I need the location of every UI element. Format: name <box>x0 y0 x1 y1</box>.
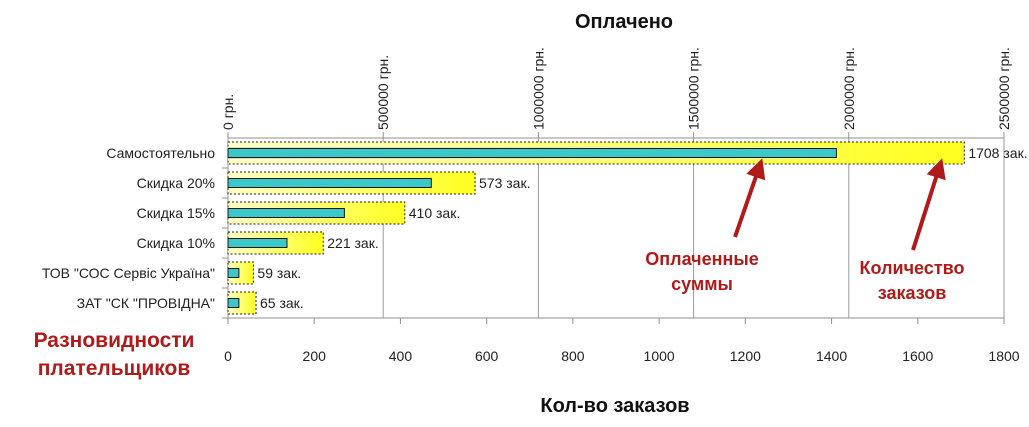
top-tick-label: 0 грн. <box>220 94 236 130</box>
category-label: Скидка 20% <box>137 175 215 191</box>
category-label: ТОВ "СОС Сервіс Україна" <box>42 265 215 281</box>
bottom-axis: 0 200 400 600 800 1000 1200 1400 1600 1800 <box>224 318 1020 364</box>
data-label: 410 зак. <box>409 205 460 221</box>
order-count-annotation-line-1: Количество <box>860 258 965 278</box>
bottom-tick-label: 0 <box>224 348 232 364</box>
paid-sum-bar <box>227 178 432 188</box>
data-label: 573 зак. <box>479 175 530 191</box>
top-axis: 0 грн. 500000 грн. 1000000 грн. 1500000 грн… <box>220 47 1012 138</box>
paid-sum-bar <box>227 298 240 308</box>
category-label: ЗАТ "СК "ПРОВІДНА" <box>77 295 215 311</box>
bottom-tick-label: 1600 <box>902 348 933 364</box>
top-tick-label: 2000000 грн. <box>841 47 857 130</box>
bottom-tick-label: 1000 <box>644 348 675 364</box>
bottom-tick-label: 1800 <box>988 348 1019 364</box>
data-label: 221 зак. <box>327 235 378 251</box>
paid-sum-bar <box>227 268 240 278</box>
order-count-arrow <box>911 158 946 251</box>
category-axis: Самостоятельно Скидка 20% Скидка 15% Скидка… <box>42 145 228 319</box>
category-axis-title-line-2: плательщиков <box>38 357 191 380</box>
paid-sums-annotation-line-1: Оплаченные <box>645 249 758 269</box>
bottom-tick-label: 600 <box>475 348 499 364</box>
category-axis-title-line-1: Разновидности <box>34 329 195 352</box>
paid-sum-bar <box>227 208 345 218</box>
bars: 1708 зак. 573 зак. 410 зак. 221 зак. 59 зак.… <box>227 141 1028 315</box>
data-label: 65 зак. <box>260 295 304 311</box>
plot-area <box>227 137 1005 319</box>
top-tick-label: 1000000 грн. <box>530 47 546 130</box>
top-tick-label: 500000 грн. <box>375 55 391 130</box>
data-label: 1708 зак. <box>968 145 1027 161</box>
category-label: Самостоятельно <box>106 145 215 161</box>
data-label: 59 зак. <box>257 265 301 281</box>
top-tick-label: 1500000 грн. <box>686 47 702 130</box>
paid-sums-arrow <box>733 158 766 238</box>
top-axis-title: Оплачено <box>575 11 673 33</box>
top-tick-label: 2500000 грн. <box>996 47 1012 130</box>
order-count-annotation-line-2: заказов <box>878 283 947 303</box>
paid-sum-bar <box>227 148 837 158</box>
bottom-tick-label: 200 <box>303 348 327 364</box>
bottom-tick-label: 1200 <box>730 348 761 364</box>
paid-sums-annotation-line-2: суммы <box>671 274 733 294</box>
category-label: Скидка 15% <box>137 205 215 221</box>
paid-sum-bar <box>227 238 288 248</box>
order-count-bar <box>227 261 254 285</box>
category-label: Скидка 10% <box>137 235 215 251</box>
bottom-tick-label: 800 <box>561 348 585 364</box>
bottom-axis-title: Кол-во заказов <box>540 395 689 417</box>
bottom-tick-label: 400 <box>389 348 413 364</box>
bottom-tick-label: 1400 <box>816 348 847 364</box>
